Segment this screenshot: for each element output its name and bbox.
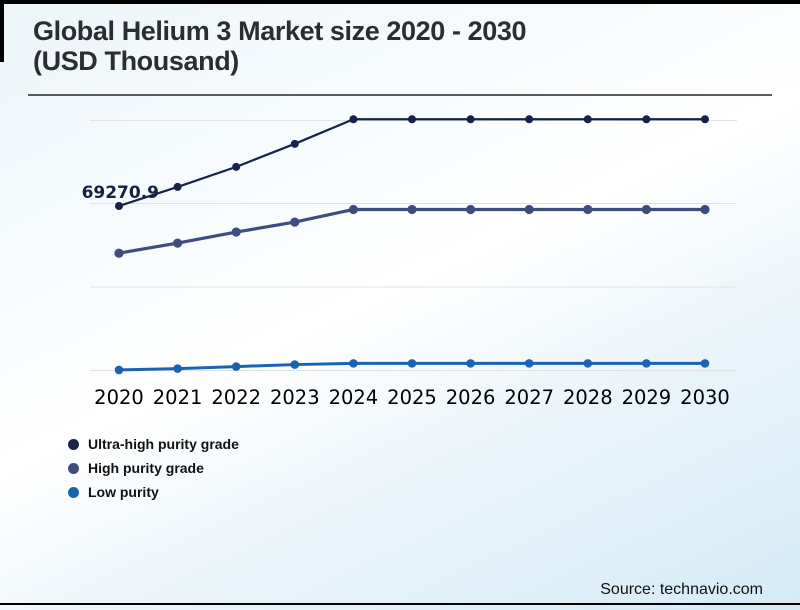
- legend-item: High purity grade: [68, 456, 239, 480]
- series-2-point: [114, 365, 124, 375]
- series-0-point: [701, 115, 709, 124]
- series-1-point: [700, 204, 710, 215]
- data-label: 69270.9: [82, 183, 159, 203]
- x-axis-label: 2021: [153, 386, 203, 409]
- title-underline: [28, 94, 772, 96]
- series-2-point: [583, 359, 593, 368]
- source-note: Source: technavio.com: [600, 581, 763, 598]
- legend-label: Low purity: [88, 484, 159, 500]
- series-2-point: [231, 362, 241, 371]
- series-2-point: [290, 360, 300, 369]
- series-0-point: [642, 115, 651, 124]
- legend-label: High purity grade: [88, 460, 204, 476]
- series-1-point: [583, 204, 593, 215]
- series-2-point: [642, 359, 651, 368]
- x-axis-label: 2030: [680, 386, 730, 409]
- series-0-point: [173, 182, 182, 191]
- series-0-point: [583, 115, 592, 124]
- legend-dot-icon: [68, 462, 79, 474]
- legend-item: Ultra-high purity grade: [68, 432, 239, 456]
- series-line-0: [118, 118, 705, 208]
- legend-dot-icon: [68, 438, 79, 450]
- series-2-point: [349, 359, 358, 368]
- series-0-point: [408, 115, 416, 124]
- series-line-1: [118, 207, 705, 255]
- series-0-point: [290, 139, 299, 148]
- series-1-point: [114, 248, 124, 258]
- x-axis-label: 2024: [329, 386, 379, 409]
- frame-bottom-rule: [0, 603, 800, 605]
- series-0-point: [466, 115, 475, 124]
- legend-dot-icon: [68, 486, 79, 498]
- x-axis-label: 2025: [387, 386, 437, 409]
- series-1-point: [173, 238, 183, 248]
- x-axis-label: 2022: [211, 386, 261, 409]
- series-2-point: [407, 359, 417, 368]
- series-0-point: [232, 162, 241, 171]
- x-axis-label: 2023: [270, 386, 320, 409]
- series-0-point: [525, 115, 534, 124]
- series-1-point: [641, 204, 652, 215]
- chart-legend: Ultra-high purity grade High purity grade…: [68, 432, 239, 504]
- series-2-point: [700, 359, 710, 368]
- series-1-point: [466, 204, 476, 215]
- series-2-point: [466, 359, 475, 368]
- frame-left-border: [0, 0, 4, 62]
- legend-label: Ultra-high purity grade: [88, 436, 239, 452]
- series-1-point: [231, 227, 241, 237]
- x-axis-label: 2028: [563, 386, 613, 409]
- series-1-point: [290, 217, 300, 227]
- series-2-point: [173, 364, 182, 373]
- series-1-point: [524, 204, 534, 215]
- x-axis-label: 2026: [446, 386, 496, 409]
- series-1-point: [407, 204, 417, 215]
- series-0-point: [115, 201, 123, 210]
- x-axis-label: 2027: [504, 386, 554, 409]
- series-1-point: [348, 204, 358, 215]
- frame-top-border: [0, 0, 800, 4]
- series-0-point: [349, 115, 358, 124]
- legend-item: Low purity: [68, 480, 239, 504]
- x-axis-label: 2029: [622, 386, 672, 409]
- page-title: Global Helium 3 Market size 2020 - 2030 …: [33, 16, 773, 76]
- page-title-line1: Global Helium 3 Market size 2020 - 2030: [33, 16, 527, 46]
- x-axis-label: 2020: [94, 386, 144, 409]
- page-title-line2: (USD Thousand): [33, 46, 239, 76]
- series-2-point: [524, 359, 534, 368]
